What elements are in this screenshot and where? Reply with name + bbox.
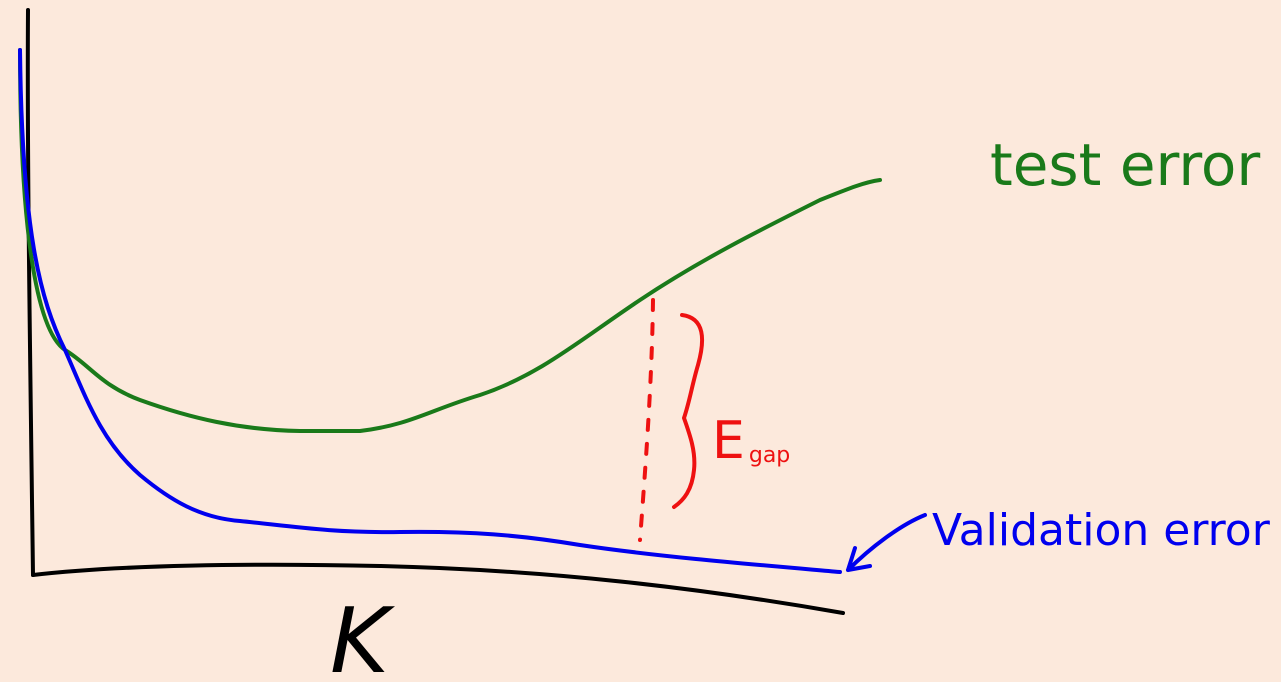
gap-main: E [712,411,745,471]
validation-label: Validation error [932,505,1271,556]
test-label: test error [990,131,1260,199]
validation-curve [18,48,842,574]
x-axis-label: K [330,589,395,682]
gap-brace [672,313,705,509]
gap-subscript: gap [749,443,790,468]
test-curve [18,48,882,433]
validation-arrow [846,513,927,572]
y-axis [25,8,35,577]
x-axis [31,562,845,615]
gap-line [638,298,655,542]
